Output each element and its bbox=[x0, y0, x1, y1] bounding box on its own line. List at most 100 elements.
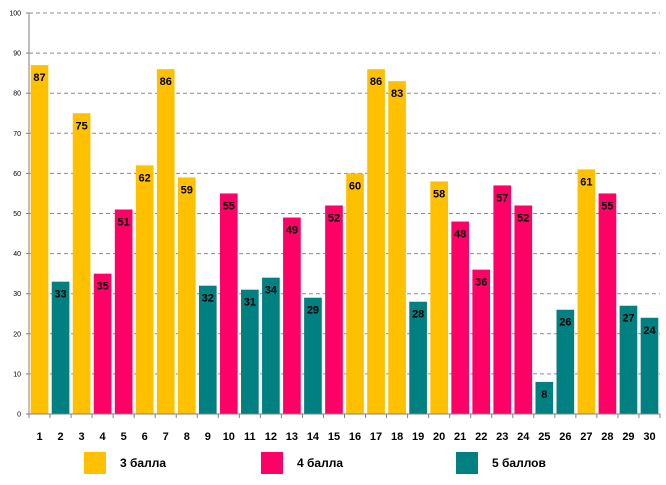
bar-9 bbox=[198, 285, 217, 414]
y-tick-label: 90 bbox=[13, 51, 21, 58]
y-tick-label: 60 bbox=[13, 171, 21, 178]
x-tick-label: 26 bbox=[559, 431, 571, 443]
y-tick-label: 100 bbox=[9, 11, 21, 18]
data-label-3: 75 bbox=[75, 120, 87, 132]
gridlines bbox=[29, 12, 660, 375]
data-label-12: 34 bbox=[265, 285, 278, 297]
y-tick-label: 80 bbox=[13, 91, 21, 98]
x-tick-label: 11 bbox=[244, 431, 256, 443]
data-label-27: 61 bbox=[580, 176, 592, 188]
data-label-11: 31 bbox=[244, 297, 256, 309]
data-label-13: 49 bbox=[286, 225, 298, 237]
bar-24 bbox=[514, 205, 533, 414]
data-label-14: 29 bbox=[307, 305, 319, 317]
legend-item-3-balla: 3 балла bbox=[84, 451, 166, 475]
bar-21 bbox=[451, 221, 470, 414]
y-axis: 0 10 20 30 40 50 60 70 80 90 100 bbox=[9, 11, 30, 419]
x-tick-label: 18 bbox=[391, 431, 403, 443]
x-tick-label: 22 bbox=[475, 431, 487, 443]
data-label-30: 24 bbox=[643, 325, 656, 337]
bar-20 bbox=[430, 181, 448, 414]
x-tick-label: 21 bbox=[454, 431, 466, 443]
data-label-8: 59 bbox=[181, 184, 193, 196]
x-tick-label: 24 bbox=[517, 431, 530, 443]
data-label-21: 48 bbox=[454, 229, 466, 241]
x-tick-label: 8 bbox=[184, 431, 190, 443]
x-tick-label: 14 bbox=[307, 431, 320, 443]
bar-6 bbox=[135, 165, 154, 414]
data-label-7: 86 bbox=[160, 76, 172, 88]
legend-swatch-5-ballov bbox=[456, 452, 478, 474]
data-label-18: 83 bbox=[391, 88, 403, 100]
y-tick-label: 50 bbox=[13, 211, 21, 218]
data-label-6: 62 bbox=[139, 172, 151, 184]
bar-3 bbox=[72, 113, 91, 414]
x-tick-label: 27 bbox=[580, 431, 592, 443]
data-label-2: 33 bbox=[54, 289, 66, 301]
data-label-24: 52 bbox=[517, 212, 529, 224]
legend-item-4-balla: 4 балла bbox=[261, 451, 343, 475]
bar-4 bbox=[93, 273, 112, 414]
data-label-4: 35 bbox=[96, 281, 108, 293]
bar-5 bbox=[114, 209, 133, 414]
x-tick-label: 20 bbox=[433, 431, 445, 443]
data-label-15: 52 bbox=[328, 212, 340, 224]
data-label-22: 36 bbox=[475, 277, 487, 289]
x-tick-label: 4 bbox=[100, 431, 107, 443]
x-axis: 1 2 3 4 5 6 7 8 9 10 11 12 13 14 15 16 17 18 19 20 21 22 23 24 2… bbox=[28, 413, 661, 443]
bar-8 bbox=[177, 177, 196, 414]
y-tick-label: 70 bbox=[13, 131, 21, 138]
bar-28 bbox=[598, 193, 617, 414]
x-tick-label: 12 bbox=[265, 431, 277, 443]
bar-26 bbox=[556, 309, 575, 414]
data-label-10: 55 bbox=[223, 200, 235, 212]
y-tick-label: 30 bbox=[13, 291, 21, 298]
bar-11 bbox=[241, 289, 259, 414]
x-tick-label: 13 bbox=[286, 431, 298, 443]
x-tick-label: 10 bbox=[223, 431, 235, 443]
bar-23 bbox=[493, 185, 512, 414]
bar-25 bbox=[535, 381, 554, 414]
x-tick-label: 1 bbox=[36, 431, 42, 443]
data-label-23: 57 bbox=[496, 192, 508, 204]
legend-label-4-balla: 4 балла bbox=[297, 456, 344, 470]
bar-1 bbox=[30, 65, 49, 414]
data-label-29: 27 bbox=[622, 313, 634, 325]
x-tick-label: 29 bbox=[622, 431, 634, 443]
bar-10 bbox=[219, 193, 238, 414]
x-tick-label: 6 bbox=[142, 431, 148, 443]
bar-30 bbox=[640, 317, 659, 414]
bar-12 bbox=[262, 277, 280, 414]
legend-label-3-balla: 3 балла bbox=[120, 456, 167, 470]
x-tick-label: 9 bbox=[205, 431, 211, 443]
x-tick-label: 17 bbox=[370, 431, 382, 443]
data-label-16: 60 bbox=[349, 180, 361, 192]
bar-15 bbox=[325, 205, 343, 414]
bar-18 bbox=[388, 81, 406, 415]
bar-2 bbox=[51, 281, 70, 414]
bar-14 bbox=[304, 297, 322, 414]
bar-7 bbox=[156, 69, 175, 414]
x-tick-label: 2 bbox=[57, 431, 63, 443]
legend-swatch-4-balla bbox=[261, 452, 283, 474]
y-tick-label: 10 bbox=[13, 371, 21, 378]
data-label-1: 87 bbox=[33, 72, 45, 84]
y-tick-label: 0 bbox=[17, 412, 21, 419]
legend-swatch-3-balla bbox=[84, 452, 106, 474]
x-tick-label: 25 bbox=[538, 431, 550, 443]
data-label-5: 51 bbox=[118, 216, 130, 228]
x-tick-label: 15 bbox=[328, 431, 340, 443]
y-tick-label: 40 bbox=[13, 251, 21, 258]
data-label-25: 8 bbox=[541, 389, 547, 401]
bar-16 bbox=[346, 173, 364, 414]
x-tick-label: 30 bbox=[643, 431, 655, 443]
bar-27 bbox=[577, 169, 596, 414]
data-labels: 87 33 75 35 51 62 86 59 32 55 31 34 49 29 52 60 86 83 28 58… bbox=[33, 72, 656, 401]
bar-19 bbox=[409, 301, 427, 414]
data-label-28: 55 bbox=[601, 200, 613, 212]
data-label-17: 86 bbox=[370, 76, 382, 88]
data-label-26: 26 bbox=[559, 317, 571, 329]
data-label-19: 28 bbox=[412, 309, 424, 321]
x-tick-label: 3 bbox=[79, 431, 85, 443]
